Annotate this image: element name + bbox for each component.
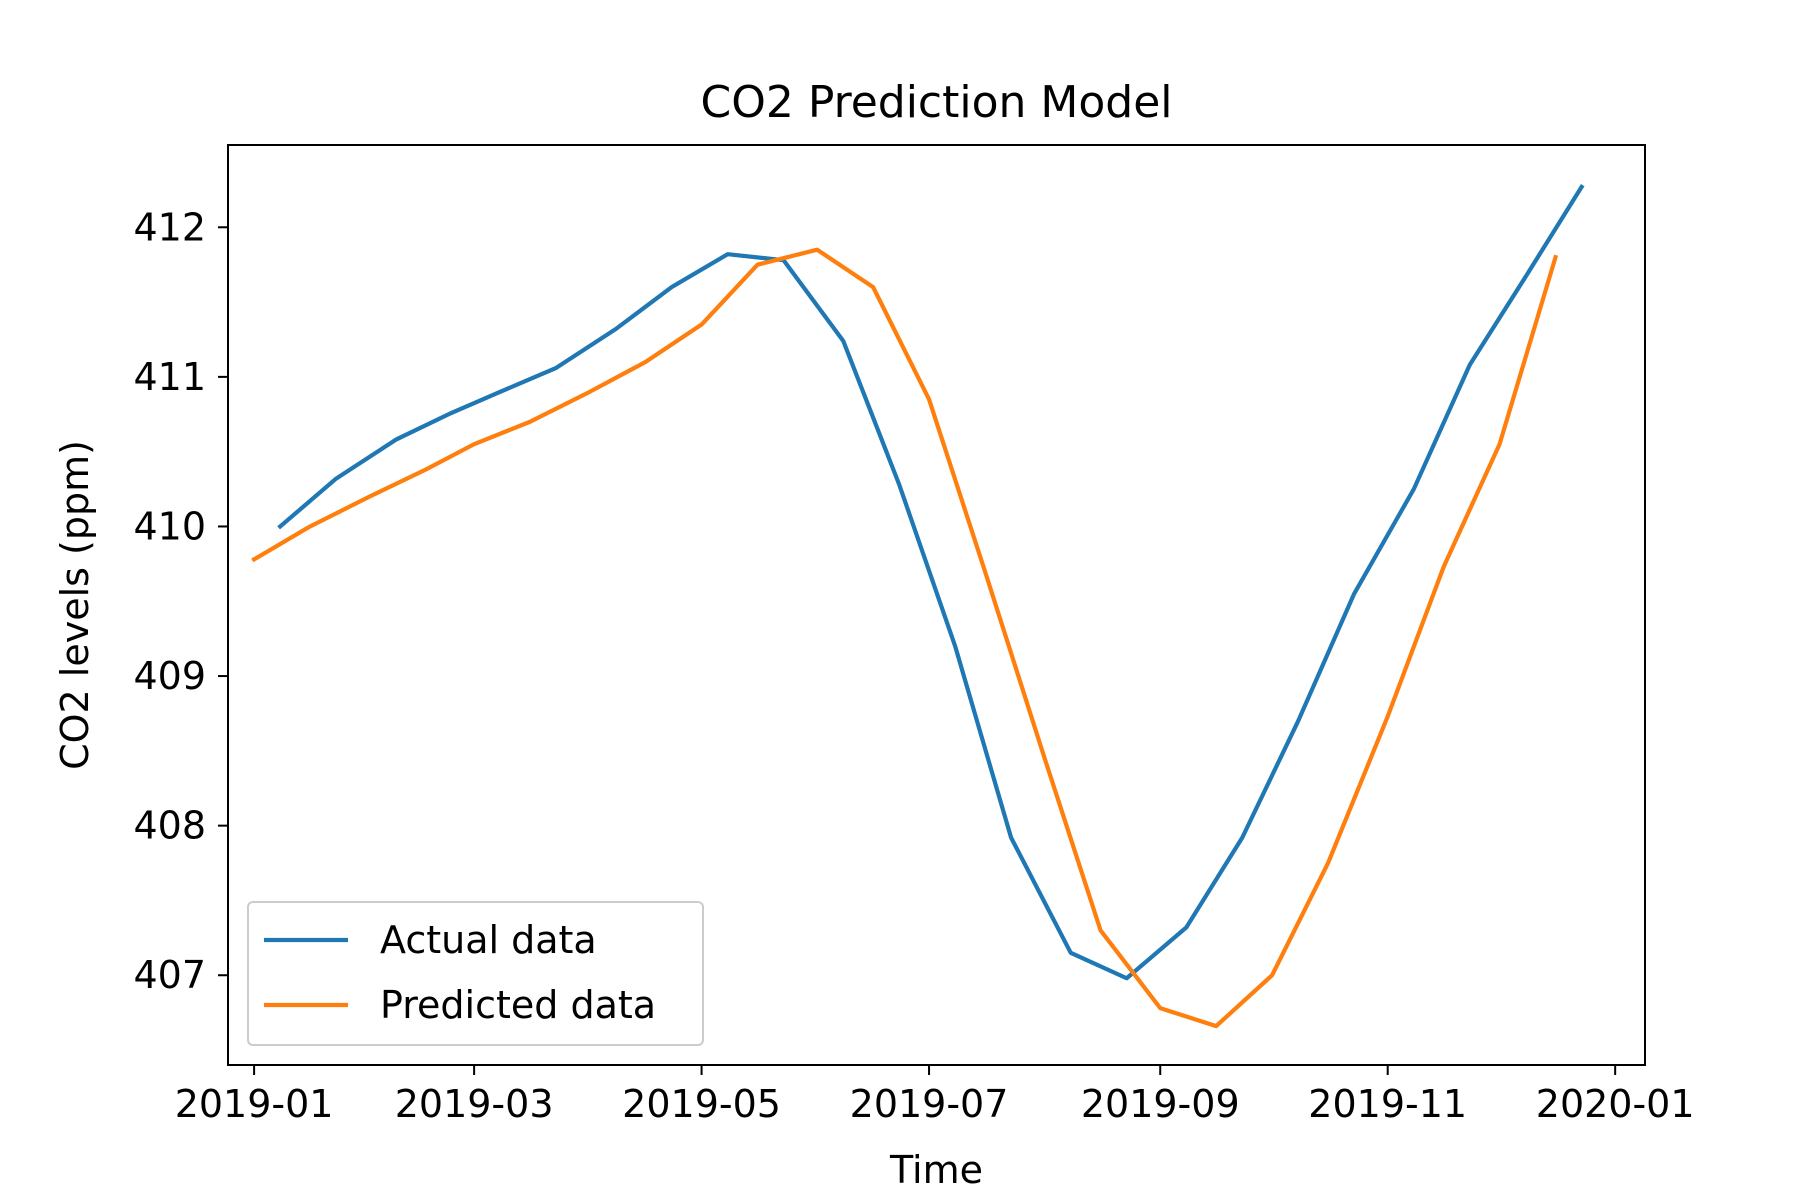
y-tick-label: 408 [133,804,206,848]
legend-box [247,901,704,1046]
x-axis-label: Time [889,1148,983,1192]
y-axis: 407 408 409 410 411 412 [133,205,228,997]
legend-label: Actual data [380,918,597,962]
x-tick-label: 2019-01 [175,1082,334,1126]
plot-frame [227,144,1646,1066]
y-tick-label: 412 [133,205,206,249]
y-tick-label: 409 [133,654,206,698]
x-axis: 2019-01 2019-03 2019-05 2019-07 2019-09 2019-… [175,1065,1695,1126]
series-line-1 [277,183,1585,981]
series-layer [251,183,1585,1029]
x-tick-label: 2019-03 [395,1082,554,1126]
y-tick-label: 410 [133,504,206,548]
series-line-2 [251,247,1559,1029]
x-tick-label: 2019-09 [1081,1082,1240,1126]
chart-title: CO2 Prediction Model [700,77,1172,128]
x-tick-label: 2019-07 [850,1082,1009,1126]
legend-label: Predicted data [380,983,656,1027]
y-axis-label: CO2 levels (ppm) [53,440,97,770]
x-tick-label: 2019-05 [622,1082,781,1126]
y-tick-label: 407 [133,953,206,997]
y-tick-label: 411 [133,355,206,399]
x-tick-label: 2020-01 [1536,1082,1695,1126]
x-tick-label: 2019-11 [1308,1082,1467,1126]
legend: Actual data Predicted data [247,901,704,1046]
